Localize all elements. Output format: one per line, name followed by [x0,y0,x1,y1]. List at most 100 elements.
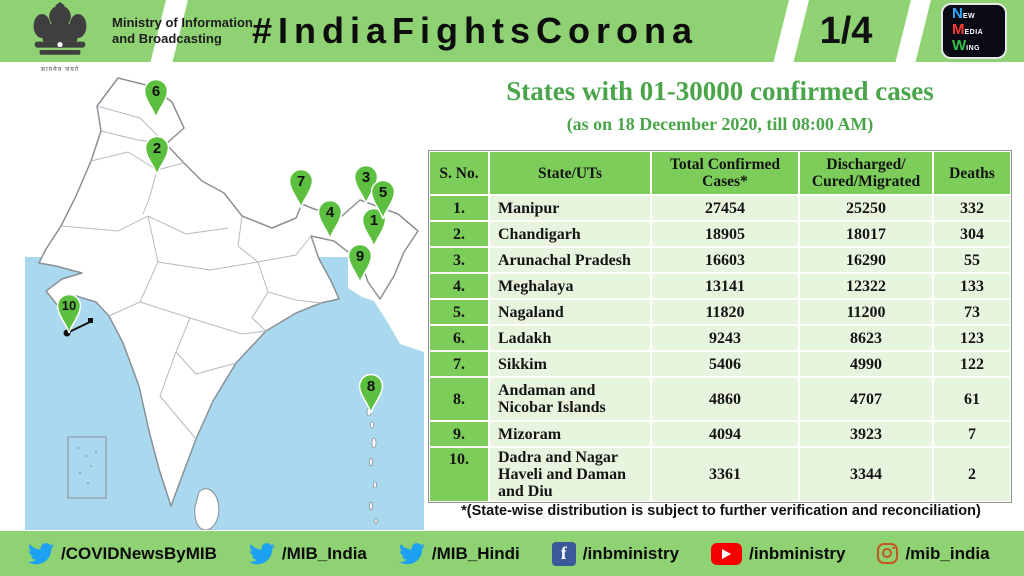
social-handle[interactable]: /MIB_India [281,543,367,563]
table-row: 3. Arunachal Pradesh 16603 16290 55 [429,247,1011,273]
facebook-icon: f [551,541,576,566]
social-handle[interactable]: /inbministry [582,543,680,563]
svg-text:6: 6 [152,83,160,100]
cell-discharged: 25250 [799,195,933,221]
svg-text:1: 1 [370,212,378,229]
cell-confirmed: 4094 [651,421,799,447]
cell-state: Dadra and Nagar Haveli and Daman and Diu [489,447,651,502]
new-media-wing-logo: N EW M EDIA W ING [941,3,1007,59]
map-pin-9: 9 [345,241,375,285]
table-row: 10. Dadra and Nagar Haveli and Daman and … [429,447,1011,502]
map-pin-5: 5 [368,177,398,221]
cell-deaths: 123 [933,325,1011,351]
cell-confirmed: 9243 [651,325,799,351]
cell-sno: 5. [429,299,489,325]
cases-table: S. No. State/UTs Total Confirmed Cases* … [428,150,1012,503]
table-row: 4. Meghalaya 13141 12322 133 [429,273,1011,299]
cell-state: Ladakh [489,325,651,351]
social-footer: /COVIDNewsByMIB /MIB_India /MIB_Hindi f … [0,531,1024,576]
svg-text:5: 5 [379,184,387,201]
cell-deaths: 73 [933,299,1011,325]
nmw-letter: N [952,5,963,22]
campaign-title: #IndiaFightsCorona [251,10,698,51]
map-pin-4: 4 [315,197,345,241]
cell-discharged: 12322 [799,273,933,299]
cell-state: Arunachal Pradesh [489,247,651,273]
cell-confirmed: 16603 [651,247,799,273]
col-header-state: State/UTs [489,151,651,195]
table-row: 6. Ladakh 9243 8623 123 [429,325,1011,351]
col-header-deaths: Deaths [933,151,1011,195]
cell-sno: 4. [429,273,489,299]
cell-discharged: 4707 [799,377,933,421]
emblem-caption: सत्यमेव जयते [40,67,80,73]
nmw-letter: M [952,21,965,38]
table-row: 9. Mizoram 4094 3923 7 [429,421,1011,447]
cell-deaths: 55 [933,247,1011,273]
cell-deaths: 332 [933,195,1011,221]
cell-deaths: 7 [933,421,1011,447]
page-indicator: 1/4 [819,10,873,52]
ministry-line2: and Broadcasting [112,31,222,46]
map-pin-10: 10 [54,291,84,335]
social-instagram[interactable]: /mib_india [877,543,990,564]
cell-sno: 7. [429,351,489,377]
ashoka-emblem-icon [33,2,87,55]
table-footnote: *(State-wise distribution is subject to … [461,503,981,519]
col-header-confirmed: Total Confirmed Cases* [651,151,799,195]
cell-discharged: 18017 [799,221,933,247]
twitter-icon [398,542,425,564]
cell-state: Andaman and Nicobar Islands [489,377,651,421]
map-pin-2: 2 [142,133,172,177]
social-facebook[interactable]: f /inbministry [551,541,680,566]
cell-confirmed: 13141 [651,273,799,299]
cell-deaths: 133 [933,273,1011,299]
table-row: 7. Sikkim 5406 4990 122 [429,351,1011,377]
table-row: 5. Nagaland 11820 11200 73 [429,299,1011,325]
cell-state: Chandigarh [489,221,651,247]
cell-state: Manipur [489,195,651,221]
cell-sno: 6. [429,325,489,351]
social-handle[interactable]: /mib_india [905,543,990,563]
nmw-letter: W [952,37,967,54]
table-row: 1. Manipur 27454 25250 332 [429,195,1011,221]
social-twitter-mib-hindi[interactable]: /MIB_Hindi [398,542,520,565]
cell-deaths: 61 [933,377,1011,421]
cell-state: Sikkim [489,351,651,377]
svg-text:9: 9 [356,248,364,265]
social-handle[interactable]: /COVIDNewsByMIB [61,543,217,563]
cell-sno: 8. [429,377,489,421]
social-youtube[interactable]: /inbministry [711,542,846,565]
social-handle[interactable]: /inbministry [749,543,846,563]
cell-discharged: 8623 [799,325,933,351]
panel-subtitle: (as on 18 December 2020, till 08:00 AM) [566,114,874,134]
cell-state: Meghalaya [489,273,651,299]
svg-text:2: 2 [153,140,161,157]
social-handle[interactable]: /MIB_Hindi [431,543,520,563]
cell-state: Nagaland [489,299,651,325]
nmw-rest: EW [962,13,976,20]
top-banner: #IndiaFightsCorona 1/4 [0,0,1024,68]
india-map-svg [25,77,424,531]
cell-confirmed: 27454 [651,195,799,221]
cell-deaths: 2 [933,447,1011,502]
lakshadweep-box [67,436,107,499]
table-row: 2. Chandigarh 18905 18017 304 [429,221,1011,247]
svg-text:7: 7 [297,173,305,190]
cell-discharged: 16290 [799,247,933,273]
cell-discharged: 4990 [799,351,933,377]
svg-text:3: 3 [362,169,370,186]
social-twitter-covidnews[interactable]: /COVIDNewsByMIB [28,542,217,565]
cell-sno: 2. [429,221,489,247]
table-header-row: S. No. State/UTs Total Confirmed Cases* … [429,151,1011,195]
nmw-rest: ING [966,45,981,52]
twitter-icon [248,542,275,564]
twitter-icon [28,542,54,564]
cell-discharged: 3344 [799,447,933,502]
india-map: 1 2 3 4 5 6 7 8 9 10 [0,70,430,531]
social-twitter-mib-india[interactable]: /MIB_India [248,542,367,565]
youtube-icon [711,542,743,565]
cell-confirmed: 3361 [651,447,799,502]
svg-text:4: 4 [326,204,335,221]
banner-divider [894,0,932,68]
